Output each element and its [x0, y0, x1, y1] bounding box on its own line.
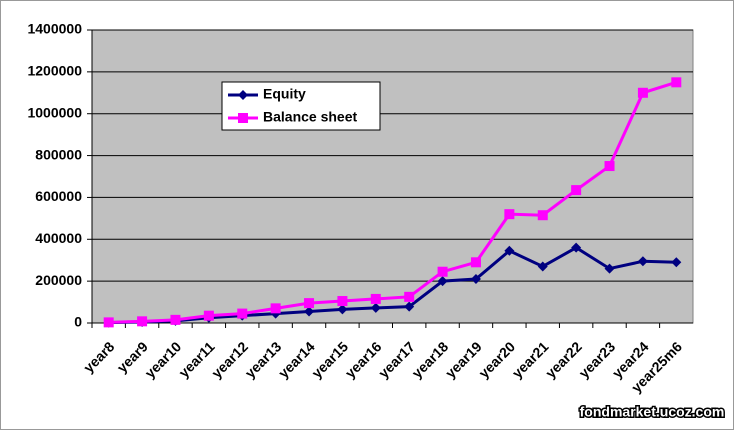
data-point — [404, 291, 415, 302]
y-tick-label: 1400000 — [27, 21, 82, 37]
data-point — [103, 317, 114, 328]
data-point — [504, 245, 515, 256]
data-point — [504, 209, 515, 220]
data-point — [337, 296, 348, 307]
y-tick-label: 0 — [74, 314, 82, 330]
data-point — [237, 308, 248, 319]
data-point — [437, 276, 448, 287]
y-tick-label: 1000000 — [27, 104, 82, 120]
series-line — [108, 245, 677, 325]
y-tick-label: 400000 — [35, 230, 82, 246]
data-point — [137, 316, 148, 327]
data-point — [270, 303, 281, 314]
legend-label: Equity — [263, 86, 306, 102]
data-point — [537, 210, 548, 221]
data-point — [404, 301, 415, 312]
legend-box — [221, 81, 381, 131]
legend-marker — [238, 90, 248, 100]
data-point — [571, 242, 582, 253]
data-point — [337, 304, 348, 315]
data-point — [637, 87, 648, 98]
series-lines — [103, 77, 682, 328]
data-point — [571, 185, 582, 196]
series-line — [108, 80, 677, 324]
data-point — [470, 257, 481, 268]
data-point — [537, 261, 548, 272]
data-point — [604, 263, 615, 274]
y-tick-label: 800000 — [35, 146, 82, 162]
data-point — [203, 310, 214, 321]
data-point — [170, 314, 181, 325]
data-point — [304, 298, 315, 309]
data-point — [470, 274, 481, 285]
data-point — [671, 257, 682, 268]
legend-label: Balance sheet — [263, 109, 357, 125]
data-point — [437, 266, 448, 277]
watermark: fondmarket.ucoz.com — [580, 404, 725, 420]
data-point — [637, 256, 648, 267]
data-point — [370, 302, 381, 313]
plot-area — [91, 29, 694, 324]
data-point — [604, 161, 615, 172]
y-tick-label: 200000 — [35, 272, 82, 288]
legend: Equity Balance sheet — [221, 81, 381, 131]
y-tick-label: 600000 — [35, 188, 82, 204]
data-point — [370, 293, 381, 304]
data-point — [304, 306, 315, 317]
legend-marker — [238, 113, 248, 123]
y-tick-label: 1200000 — [27, 63, 82, 79]
data-point — [671, 77, 682, 88]
